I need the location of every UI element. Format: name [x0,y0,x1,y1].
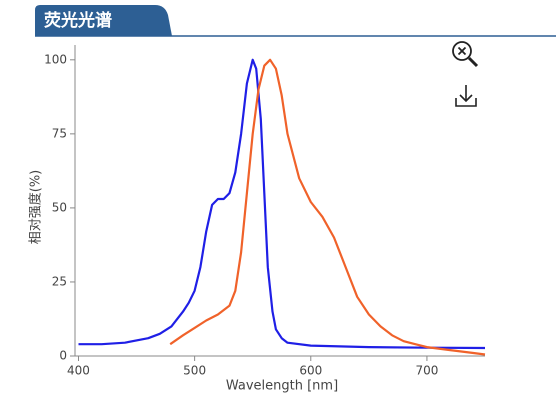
y-tick-label: 0 [59,349,67,363]
x-tick-label: 600 [299,364,322,378]
x-axis-label: Wavelength [nm] [226,379,338,394]
y-tick-label: 75 [52,126,67,140]
x-tick-label: 700 [415,364,438,378]
line [169,58,486,356]
y-tick-label: 25 [52,274,67,288]
title-tab [35,5,172,36]
download-button[interactable] [455,85,477,107]
line [78,58,486,350]
x-tick-label: 400 [67,364,90,378]
panel-title: 荧光光谱 [44,10,112,31]
y-tick-label: 100 [44,52,67,66]
y-tick-label: 50 [52,200,67,214]
x-tick-label: 500 [183,364,206,378]
zoom-button[interactable] [452,41,479,68]
y-axis-label: 相对强度(%) [28,170,44,245]
